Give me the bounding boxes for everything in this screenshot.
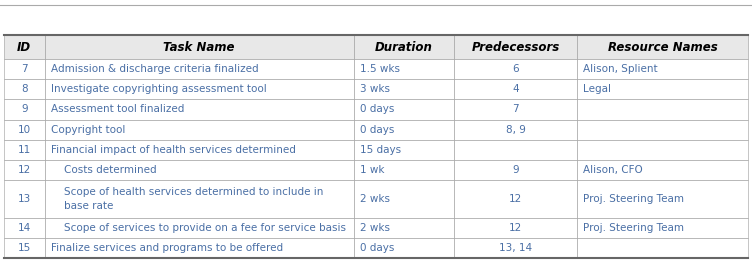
Text: 12: 12 (17, 165, 31, 175)
Bar (454, 99, 577, 119)
Text: 15 days: 15 days (359, 145, 401, 155)
Text: Proj. Steering Team: Proj. Steering Team (583, 194, 684, 204)
Text: Legal: Legal (583, 84, 611, 94)
Bar (44, 59, 353, 79)
Bar (353, 140, 454, 160)
Text: base rate: base rate (50, 201, 113, 211)
Bar (353, 160, 454, 180)
Text: 9: 9 (21, 104, 28, 114)
Text: Assessment tool finalized: Assessment tool finalized (50, 104, 184, 114)
Bar (454, 218, 577, 238)
Text: Resource Names: Resource Names (608, 41, 717, 54)
Bar (454, 238, 577, 258)
Bar (577, 160, 748, 180)
Text: Duration: Duration (375, 41, 433, 54)
Bar (454, 180, 577, 218)
Bar (4, 238, 44, 258)
Bar (4, 180, 44, 218)
Bar (44, 79, 353, 99)
Text: 9: 9 (512, 165, 519, 175)
Bar (353, 180, 454, 218)
Bar (454, 35, 577, 59)
Text: Alison, CFO: Alison, CFO (583, 165, 643, 175)
Text: ID: ID (17, 41, 32, 54)
Bar (4, 160, 44, 180)
Text: 13: 13 (17, 194, 31, 204)
Text: 1 wk: 1 wk (359, 165, 384, 175)
Text: 15: 15 (17, 243, 31, 253)
Bar (353, 59, 454, 79)
Bar (577, 238, 748, 258)
Text: Scope of services to provide on a fee for service basis: Scope of services to provide on a fee fo… (50, 223, 346, 233)
Text: 6: 6 (512, 64, 519, 74)
Bar (454, 59, 577, 79)
Text: 2 wks: 2 wks (359, 223, 390, 233)
Text: 14: 14 (17, 223, 31, 233)
Bar (44, 218, 353, 238)
Bar (454, 79, 577, 99)
Text: Financial impact of health services determined: Financial impact of health services dete… (50, 145, 296, 155)
Bar (44, 238, 353, 258)
Text: 3 wks: 3 wks (359, 84, 390, 94)
Text: 7: 7 (21, 64, 28, 74)
Text: Copyright tool: Copyright tool (50, 125, 125, 135)
Text: 1.5 wks: 1.5 wks (359, 64, 399, 74)
Text: 10: 10 (17, 125, 31, 135)
Text: 0 days: 0 days (359, 125, 394, 135)
Bar (44, 35, 353, 59)
Text: 8: 8 (21, 84, 28, 94)
Bar (577, 119, 748, 140)
Bar (44, 99, 353, 119)
Bar (577, 99, 748, 119)
Bar (44, 140, 353, 160)
Text: 2 wks: 2 wks (359, 194, 390, 204)
Bar (577, 180, 748, 218)
Text: 0 days: 0 days (359, 243, 394, 253)
Bar (4, 59, 44, 79)
Text: Admission & discharge criteria finalized: Admission & discharge criteria finalized (50, 64, 259, 74)
Bar (353, 218, 454, 238)
Text: 4: 4 (512, 84, 519, 94)
Text: Task Name: Task Name (163, 41, 235, 54)
Bar (4, 119, 44, 140)
Bar (4, 218, 44, 238)
Bar (353, 79, 454, 99)
Text: Scope of health services determined to include in: Scope of health services determined to i… (50, 187, 323, 197)
Bar (4, 140, 44, 160)
Text: Predecessors: Predecessors (472, 41, 559, 54)
Text: 12: 12 (509, 194, 522, 204)
Bar (4, 35, 44, 59)
Bar (577, 59, 748, 79)
Bar (454, 119, 577, 140)
Bar (353, 35, 454, 59)
Bar (353, 238, 454, 258)
Bar (577, 35, 748, 59)
Text: 0 days: 0 days (359, 104, 394, 114)
Text: 13, 14: 13, 14 (499, 243, 532, 253)
Text: Finalize services and programs to be offered: Finalize services and programs to be off… (50, 243, 283, 253)
Bar (454, 140, 577, 160)
Text: Alison, Splient: Alison, Splient (583, 64, 658, 74)
Bar (577, 79, 748, 99)
Text: 12: 12 (509, 223, 522, 233)
Bar (353, 119, 454, 140)
Bar (4, 99, 44, 119)
Bar (577, 140, 748, 160)
Bar (4, 79, 44, 99)
Text: Costs determined: Costs determined (50, 165, 156, 175)
Bar (44, 160, 353, 180)
Bar (577, 218, 748, 238)
Text: 8, 9: 8, 9 (505, 125, 526, 135)
Text: Investigate copyrighting assessment tool: Investigate copyrighting assessment tool (50, 84, 266, 94)
Bar (454, 160, 577, 180)
Bar (44, 119, 353, 140)
Text: Proj. Steering Team: Proj. Steering Team (583, 223, 684, 233)
Bar (353, 99, 454, 119)
Text: 7: 7 (512, 104, 519, 114)
Text: 11: 11 (17, 145, 31, 155)
Bar (44, 180, 353, 218)
